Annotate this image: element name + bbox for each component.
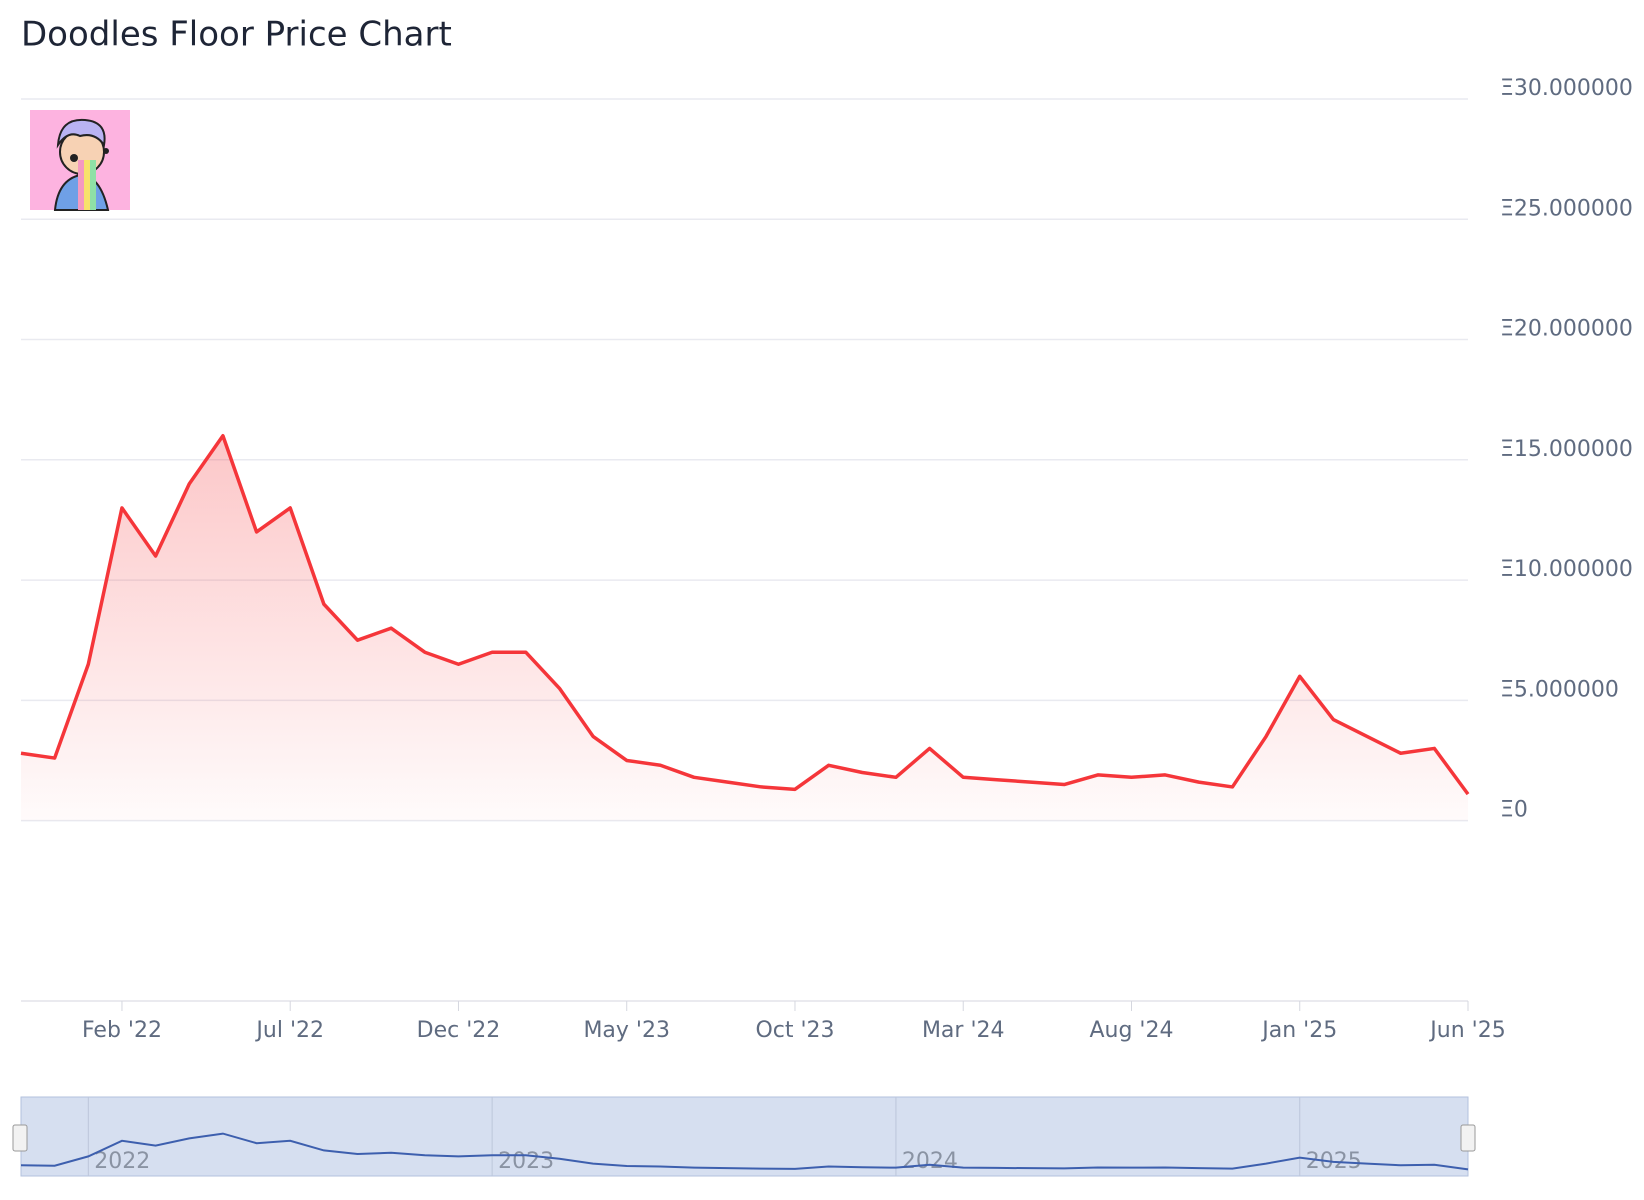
x-tick-label: Dec '22 — [417, 1018, 501, 1043]
y-tick-label: Ξ20.000000 — [1500, 317, 1633, 342]
x-tick-label: Aug '24 — [1089, 1018, 1173, 1043]
y-tick-label: Ξ15.000000 — [1500, 437, 1633, 462]
navigator-label: 2023 — [498, 1149, 554, 1174]
navigator-mask[interactable] — [20, 1096, 1469, 1177]
y-tick-label: Ξ5.000000 — [1500, 677, 1619, 702]
navigator-line — [20, 1132, 1469, 1171]
navigator-handle[interactable] — [1460, 1124, 1476, 1152]
x-tick-label: Oct '23 — [755, 1018, 834, 1043]
chart-title: Doodles Floor Price Chart — [21, 15, 452, 55]
x-tick-label: May '23 — [583, 1018, 670, 1043]
navigator-label: 2022 — [94, 1149, 150, 1174]
navigator-label: 2024 — [902, 1149, 958, 1174]
area — [21, 435, 1468, 821]
collection-logo — [30, 110, 130, 211]
x-tick-label: Mar '24 — [922, 1018, 1005, 1043]
y-tick-label: Ξ25.000000 — [1500, 196, 1633, 221]
x-tick-label: Jan '25 — [1260, 1018, 1337, 1043]
line — [20, 433, 1470, 796]
x-tick-label: Jun '25 — [1428, 1018, 1505, 1043]
x-tick-label: Feb '22 — [82, 1018, 162, 1043]
x-tick-label: Jul '22 — [254, 1018, 324, 1043]
y-tick-label: Ξ10.000000 — [1500, 557, 1633, 582]
y-tick-label: Ξ30.000000 — [1500, 76, 1633, 101]
navigator-handle[interactable] — [12, 1124, 28, 1152]
y-tick-label: Ξ0 — [1500, 798, 1528, 823]
